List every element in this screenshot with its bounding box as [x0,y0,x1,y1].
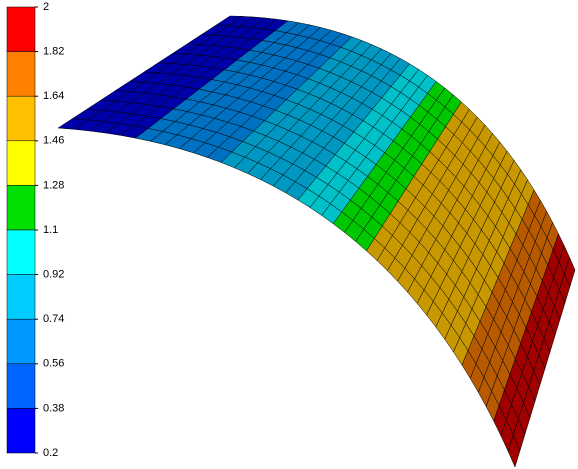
colorbar-band [6,318,36,365]
colorbar-band [6,51,36,97]
colorbar-band [6,140,36,186]
tick-label: 0.92 [43,269,64,281]
tick-label: 0.38 [43,402,64,414]
mesh-surface [57,15,576,468]
tick-label: 1.28 [43,179,64,191]
colorbar-band [6,185,36,231]
tick-label: 1.46 [43,135,64,147]
colorbar-band [6,363,36,409]
tick-label: 0.56 [43,358,64,370]
tick-label: 1.82 [43,46,64,58]
colorbar-band [6,229,36,275]
colorbar: 2 1.82 1.64 1.46 1.28 1.1 0.92 0.74 0.56 0.38 0.2 [6,1,64,459]
tick-label: 0.2 [43,447,58,459]
colorbar-band [6,408,36,454]
colorbar-band [6,95,36,142]
mesh-cell [564,256,576,288]
colorbar-band [6,274,36,320]
tick-label: 0.74 [43,313,64,325]
tick-label: 1.1 [43,224,58,236]
colorbar-band [6,6,36,52]
tick-label: 1.64 [43,90,64,102]
tick-label: 2 [43,1,49,13]
